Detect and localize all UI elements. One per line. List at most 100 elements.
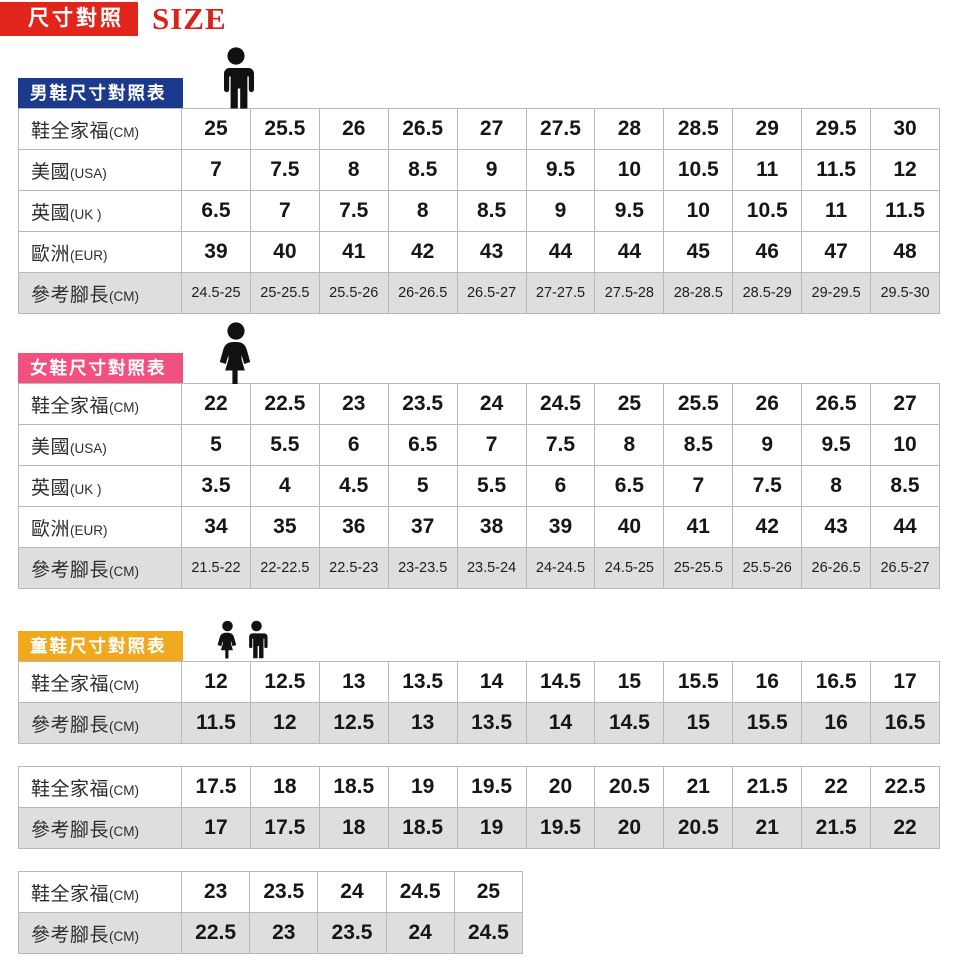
cell: 34 <box>181 506 251 548</box>
cell: 23.5 <box>249 871 319 913</box>
table-row: 美國(USA) 7 7.5 8 8.5 9 9.5 10 10.5 11 11.… <box>18 149 940 191</box>
cell: 18.5 <box>318 766 389 808</box>
cell: 13.5 <box>387 661 458 703</box>
cell: 25.5-26 <box>732 547 803 589</box>
row-label-eur: 歐洲(EUR) <box>18 231 182 273</box>
row-label-cm: 鞋全家福(CM) <box>18 661 182 703</box>
women-section-header: 女鞋尺寸對照表 <box>18 322 940 384</box>
row-label-usa-unit: (USA) <box>70 440 107 456</box>
cell: 42 <box>732 506 803 548</box>
cell: 25.5-26 <box>318 272 389 314</box>
cell: 24.5-25 <box>594 547 665 589</box>
cell: 15 <box>663 702 734 744</box>
row-label-cm-unit: (CM) <box>109 399 140 415</box>
cell: 11.5 <box>181 702 251 744</box>
cell: 8.5 <box>456 190 527 232</box>
cell: 24 <box>385 912 455 954</box>
cell: 27 <box>870 383 940 425</box>
cell: 22.5 <box>870 766 940 808</box>
cell: 42 <box>387 231 458 273</box>
cell: 6.5 <box>594 465 665 507</box>
cell: 16.5 <box>870 702 940 744</box>
cell: 26.5-27 <box>870 547 940 589</box>
cell: 5 <box>387 465 458 507</box>
cell: 12.5 <box>249 661 320 703</box>
cell: 37 <box>387 506 458 548</box>
row-label-footlen-unit: (CM) <box>109 563 140 579</box>
cell: 43 <box>456 231 527 273</box>
cell: 5.5 <box>456 465 527 507</box>
cell: 9 <box>456 149 527 191</box>
cell: 5 <box>181 424 251 466</box>
cell: 24 <box>456 383 527 425</box>
cell: 14 <box>456 661 527 703</box>
row-label-cm-unit: (CM) <box>109 677 140 693</box>
row-label-eur-text: 歐洲 <box>31 518 71 540</box>
cell: 23.5-24 <box>456 547 527 589</box>
men-section-badge: 男鞋尺寸對照表 <box>18 78 183 108</box>
cell: 45 <box>663 231 734 273</box>
cell: 38 <box>456 506 527 548</box>
row-label-footlen-text: 參考腳長 <box>31 924 110 946</box>
cell: 25-25.5 <box>663 547 734 589</box>
row-label-uk-text: 英國 <box>31 202 71 224</box>
cell: 9.5 <box>525 149 596 191</box>
row-label-uk-unit: (UK ) <box>70 206 102 222</box>
cell: 16.5 <box>801 661 872 703</box>
row-label-cm: 鞋全家福(CM) <box>18 871 182 913</box>
cell: 10 <box>594 149 665 191</box>
cell: 21.5 <box>801 807 872 849</box>
cell: 27 <box>456 108 527 150</box>
cell: 11.5 <box>870 190 940 232</box>
cell: 21.5 <box>732 766 803 808</box>
woman-icon <box>214 322 258 384</box>
cell: 23 <box>318 383 389 425</box>
kids-table-spacer-1 <box>18 744 940 766</box>
cell: 5.5 <box>249 424 320 466</box>
table-row: 歐洲(EUR) 34 35 36 37 38 39 40 41 42 43 44 <box>18 506 940 548</box>
cell: 24.5 <box>385 871 455 913</box>
cell: 14.5 <box>594 702 665 744</box>
table-row: 參考腳長(CM) 24.5-25 25-25.5 25.5-26 26-26.5… <box>18 272 940 314</box>
cell: 7.5 <box>525 424 596 466</box>
cell: 22 <box>870 807 940 849</box>
row-label-usa: 美國(USA) <box>18 424 182 466</box>
cell: 41 <box>318 231 389 273</box>
table-row: 參考腳長(CM) 17 17.5 18 18.5 19 19.5 20 20.5… <box>18 807 940 849</box>
cell: 11 <box>801 190 872 232</box>
row-label-cm-text: 鞋全家福 <box>31 673 110 695</box>
cell: 15.5 <box>663 661 734 703</box>
cell: 18.5 <box>387 807 458 849</box>
men-size-section: 男鞋尺寸對照表 鞋全家福(CM) 25 25.5 26 26.5 27 27.5… <box>18 47 940 314</box>
cell: 10 <box>870 424 940 466</box>
cell: 21 <box>732 807 803 849</box>
cell: 13 <box>318 661 389 703</box>
cell: 46 <box>732 231 803 273</box>
cell: 25 <box>453 871 524 913</box>
cell: 11 <box>732 149 803 191</box>
cell: 29-29.5 <box>801 272 872 314</box>
table-row: 參考腳長(CM) 11.5 12 12.5 13 13.5 14 14.5 15… <box>18 702 940 744</box>
row-label-cm-text: 鞋全家福 <box>31 120 110 142</box>
row-label-cm: 鞋全家福(CM) <box>18 108 182 150</box>
cell: 8 <box>387 190 458 232</box>
row-label-cm-unit: (CM) <box>109 782 140 798</box>
cell: 40 <box>249 231 320 273</box>
cell: 28.5 <box>663 108 734 150</box>
cell: 6.5 <box>181 190 251 232</box>
row-label-footlen-unit: (CM) <box>109 718 140 734</box>
kids-size-table-block-2: 鞋全家福(CM) 17.5 18 18.5 19 19.5 20 20.5 21… <box>18 766 940 849</box>
cell: 7 <box>249 190 320 232</box>
cell: 29.5 <box>801 108 872 150</box>
cell: 17 <box>870 661 940 703</box>
cell: 17.5 <box>249 807 320 849</box>
cell: 19.5 <box>525 807 596 849</box>
cell: 44 <box>594 231 665 273</box>
page-title-size: SIZE <box>152 0 227 36</box>
table-row: 美國(USA) 5 5.5 6 6.5 7 7.5 8 8.5 9 9.5 10 <box>18 424 940 466</box>
cell: 13.5 <box>456 702 527 744</box>
cell: 25 <box>181 108 251 150</box>
cell: 26-26.5 <box>387 272 458 314</box>
row-label-footlen-unit: (CM) <box>109 823 140 839</box>
cell: 19 <box>387 766 458 808</box>
